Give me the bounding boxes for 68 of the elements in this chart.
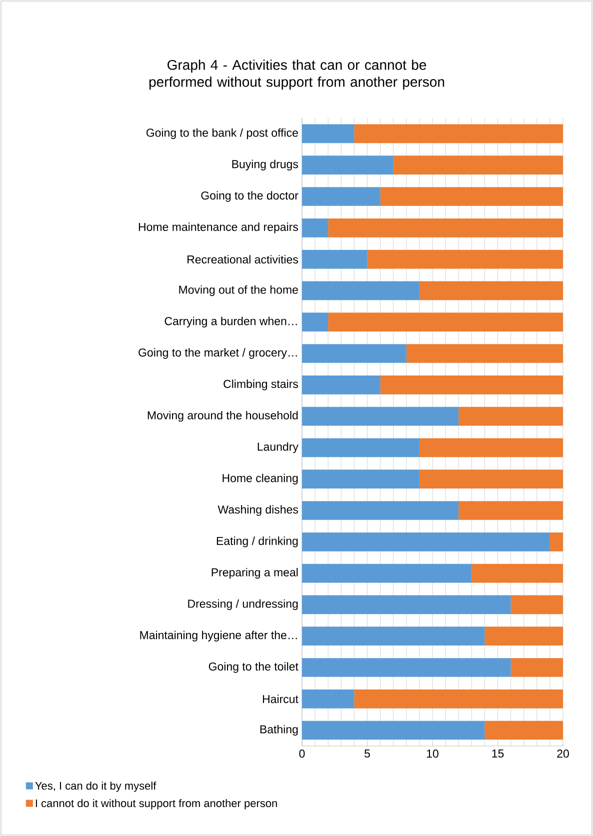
bar <box>302 312 328 332</box>
y-tick-label: Laundry <box>258 442 298 454</box>
y-tick-label: Home maintenance and repairs <box>138 222 298 234</box>
bar <box>328 312 563 332</box>
bar <box>472 564 563 583</box>
bar <box>302 438 420 458</box>
bar <box>302 720 485 740</box>
y-tick-label: Washing dishes <box>218 505 298 516</box>
bar <box>510 595 563 614</box>
legend-label: Yes, I can do it by myself <box>35 782 156 792</box>
bar <box>380 187 563 206</box>
bar <box>484 626 563 646</box>
bar <box>458 406 563 426</box>
bar <box>354 689 563 708</box>
bar <box>302 218 328 238</box>
bar <box>302 626 485 646</box>
bar <box>406 344 563 363</box>
bar <box>419 281 563 300</box>
bar <box>302 532 550 552</box>
y-tick-label: Preparing a meal <box>212 568 298 579</box>
chart-title: Graph 4 - Activities that can or cannot be performed without support from another person <box>149 60 444 90</box>
y-tick-label: Eating / drinking <box>216 536 298 548</box>
x-tick-label: 10 <box>426 750 438 758</box>
bar <box>367 250 563 269</box>
legend-label: I cannot do it without support from another person <box>36 799 277 810</box>
bar <box>302 564 472 583</box>
y-tick-label: Going to the bank / post office <box>146 128 298 140</box>
bar <box>419 470 563 489</box>
bar <box>302 595 511 614</box>
bar <box>302 375 380 394</box>
bar <box>302 187 380 206</box>
y-tick-label: Moving around the household <box>148 410 298 422</box>
bar <box>419 438 563 458</box>
bar <box>302 250 368 269</box>
bar <box>458 501 563 520</box>
y-tick-label: Going to the market / grocery… <box>138 348 297 359</box>
x-tick-label: 0 <box>299 750 305 758</box>
bar <box>302 406 459 426</box>
bar <box>510 658 563 677</box>
bar <box>354 124 563 144</box>
bar <box>302 281 420 300</box>
y-tick-label: Dressing / undressing <box>188 599 298 610</box>
y-tick-label: Haircut <box>262 694 298 704</box>
bar <box>302 689 354 708</box>
y-tick-label: Moving out of the home <box>179 285 298 296</box>
y-tick-label: Home cleaning <box>222 474 298 484</box>
bar <box>380 375 563 394</box>
bar <box>302 658 511 677</box>
y-tick-label: Maintaining hygiene after the… <box>140 630 297 642</box>
x-tick-label: 20 <box>557 750 569 758</box>
y-tick-label: Carrying a burden when… <box>164 316 297 328</box>
bar <box>393 156 563 175</box>
bar <box>302 344 406 363</box>
y-tick-label: Going to the doctor <box>201 191 298 202</box>
y-tick-label: Going to the toilet <box>208 662 298 673</box>
y-tick-label: Climbing stairs <box>224 380 298 390</box>
bar <box>550 532 563 552</box>
x-tick-label: 15 <box>492 750 504 758</box>
bar <box>302 156 394 175</box>
bar <box>484 720 563 740</box>
bar <box>328 218 563 238</box>
bar <box>302 470 420 489</box>
bar <box>302 501 459 520</box>
y-tick-label: Recreational activities <box>188 255 298 264</box>
x-tick-label: 5 <box>364 750 370 758</box>
y-tick-label: Buying drugs <box>232 160 298 170</box>
y-tick-label: Bathing <box>260 724 298 736</box>
bar <box>302 124 354 144</box>
